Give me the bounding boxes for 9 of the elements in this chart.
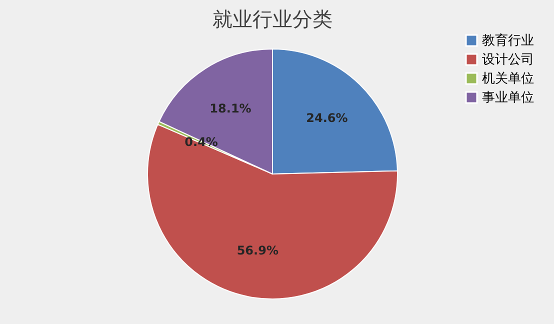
chart-title: 就业行业分类 [212,7,332,31]
data-label: 56.9% [236,244,278,258]
legend-label: 设计公司 [482,52,534,68]
data-label: 24.6% [306,111,348,126]
data-label: 0.4% [184,135,218,150]
data-label: 18.1% [210,101,252,116]
legend-label: 事业单位 [482,90,534,106]
legend-label: 机关单位 [482,72,534,86]
legend-label: 教育行业 [482,32,534,48]
